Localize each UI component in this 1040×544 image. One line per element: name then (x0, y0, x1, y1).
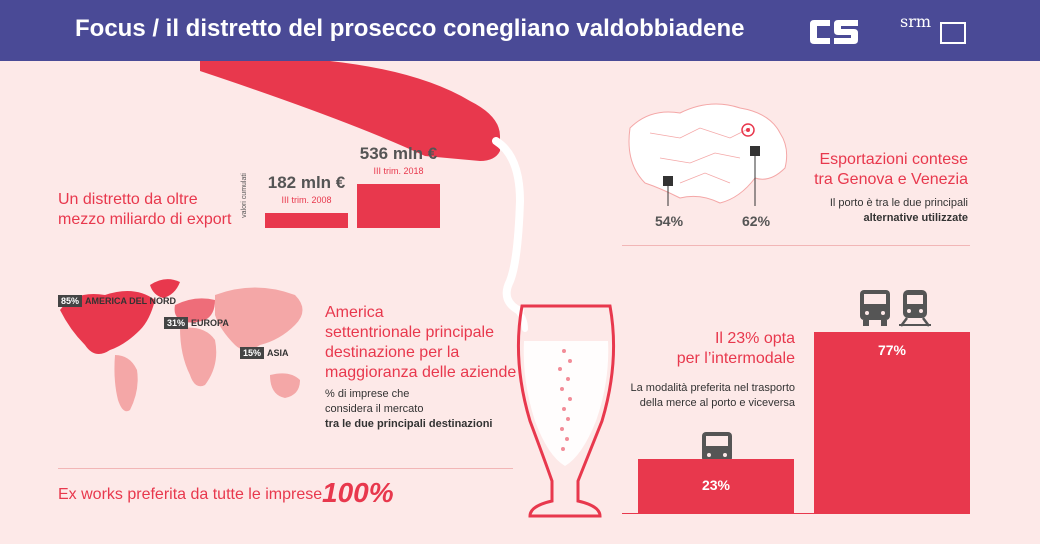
ports-note-line2: alternative utilizzate (863, 212, 968, 224)
south-america-shape (114, 355, 138, 412)
srm-logo-text: srm (900, 12, 932, 31)
export-bar-value: 182 mln € (267, 173, 346, 192)
africa-shape (180, 327, 217, 387)
map-label-name: EUROPA (191, 318, 229, 328)
markets-title-line2: settentrionale principale (325, 324, 494, 341)
markets-title-line1: America (325, 304, 384, 321)
intermodal-share-bar: 77% (814, 332, 970, 513)
srm-logo: srm (900, 12, 970, 48)
greenland-shape (150, 279, 180, 298)
export-bar (265, 213, 348, 228)
truck-share-bar-label: 23% (701, 477, 731, 493)
exworks-divider (58, 468, 513, 469)
intermodal-share-bar-label: 77% (877, 342, 907, 358)
map-label-pct: 15% (240, 347, 265, 359)
export-axis-note: valori cumulati (240, 173, 248, 218)
ports-note-line1: Il porto è tra le due principali (829, 197, 968, 209)
train-icon (899, 290, 931, 327)
markets-note-line3: tra le due principali destinazioni (325, 418, 493, 430)
markets-title-line4: maggioranza delle aziende (325, 364, 517, 381)
export-headline-line1: Un distretto da oltre (58, 191, 198, 208)
ports-divider (622, 245, 970, 246)
glass-wine (523, 341, 609, 466)
intermodal-title-line2: per l’intermodale (676, 350, 795, 367)
truck-icon (860, 290, 890, 326)
srm-logo-box (940, 22, 966, 44)
map-label-asia: 15% ASIA (240, 347, 289, 359)
world-map (60, 279, 303, 412)
asia-shape (215, 287, 303, 350)
page-title: Focus / il distretto del prosecco conegl… (75, 15, 745, 42)
export-axis-note-wrap: valori cumulati (240, 170, 260, 230)
intermodal-baseline (622, 513, 970, 514)
exworks-label: Ex works preferita da tutte le imprese (58, 486, 323, 503)
ports-title-line2: tra Genova e Venezia (814, 171, 968, 188)
exworks-value: 100% (322, 477, 394, 508)
map-label-europe: 31% EUROPA (164, 317, 229, 329)
cs-logo (810, 20, 858, 44)
header-bar: Focus / il distretto del prosecco conegl… (0, 0, 1040, 61)
map-label-pct: 85% (58, 295, 83, 307)
map-label-pct: 31% (164, 317, 189, 329)
ports-note: Il porto è tra le due principali alterna… (830, 196, 968, 226)
genova-marker (663, 176, 673, 186)
europe-shape (174, 298, 215, 323)
map-label-north-america: 85% AMERICA DEL NORD (58, 295, 177, 307)
export-headline-line2: mezzo miliardo di export (58, 211, 232, 228)
prosecco-bottle-illustration (200, 61, 616, 518)
north-america-shape (60, 291, 155, 354)
markets-title-line3: destinazione per la (325, 344, 460, 361)
intermodal-note: La modalità preferita nel trasporto dell… (631, 381, 795, 411)
intermodal-note-line2: della merce al porto e viceversa (639, 397, 795, 409)
export-bar-period: III trim. 2018 (373, 166, 424, 176)
oceania-shape (270, 373, 300, 398)
ports-title-line1: Esportazioni contese (819, 151, 968, 168)
markets-title: America settentrionale principale destin… (325, 303, 516, 383)
wine-glass (516, 304, 616, 518)
export-bar (357, 184, 440, 228)
markets-note-line2: considera il mercato (325, 403, 424, 415)
bottle-shape (200, 61, 500, 161)
export-bar-period: III trim. 2008 (281, 195, 332, 205)
intermodal-title: Il 23% opta per l’intermodale (677, 329, 795, 369)
italy-north-map (628, 103, 788, 206)
pouring-stream (492, 137, 525, 315)
district-marker (741, 123, 755, 137)
map-label-name: AMERICA DEL NORD (85, 296, 177, 306)
export-bar-value: 536 mln € (359, 144, 438, 163)
markets-note-line1: % di imprese che (325, 388, 410, 400)
markets-note: % di imprese che considera il mercato tr… (325, 387, 492, 432)
intermodal-note-line1: La modalità preferita nel trasporto (630, 382, 795, 394)
bubbles (558, 349, 572, 451)
truck-share-bar: 23% (638, 459, 794, 513)
venezia-percentage: 62% (742, 213, 771, 229)
map-label-name: ASIA (267, 348, 289, 358)
ports-title: Esportazioni contese tra Genova e Venezi… (814, 150, 968, 190)
export-headline: Un distretto da oltre mezzo miliardo di … (58, 190, 231, 230)
intermodal-title-line1: Il 23% opta (714, 330, 795, 347)
genova-percentage: 54% (655, 213, 684, 229)
venezia-marker (750, 146, 760, 156)
